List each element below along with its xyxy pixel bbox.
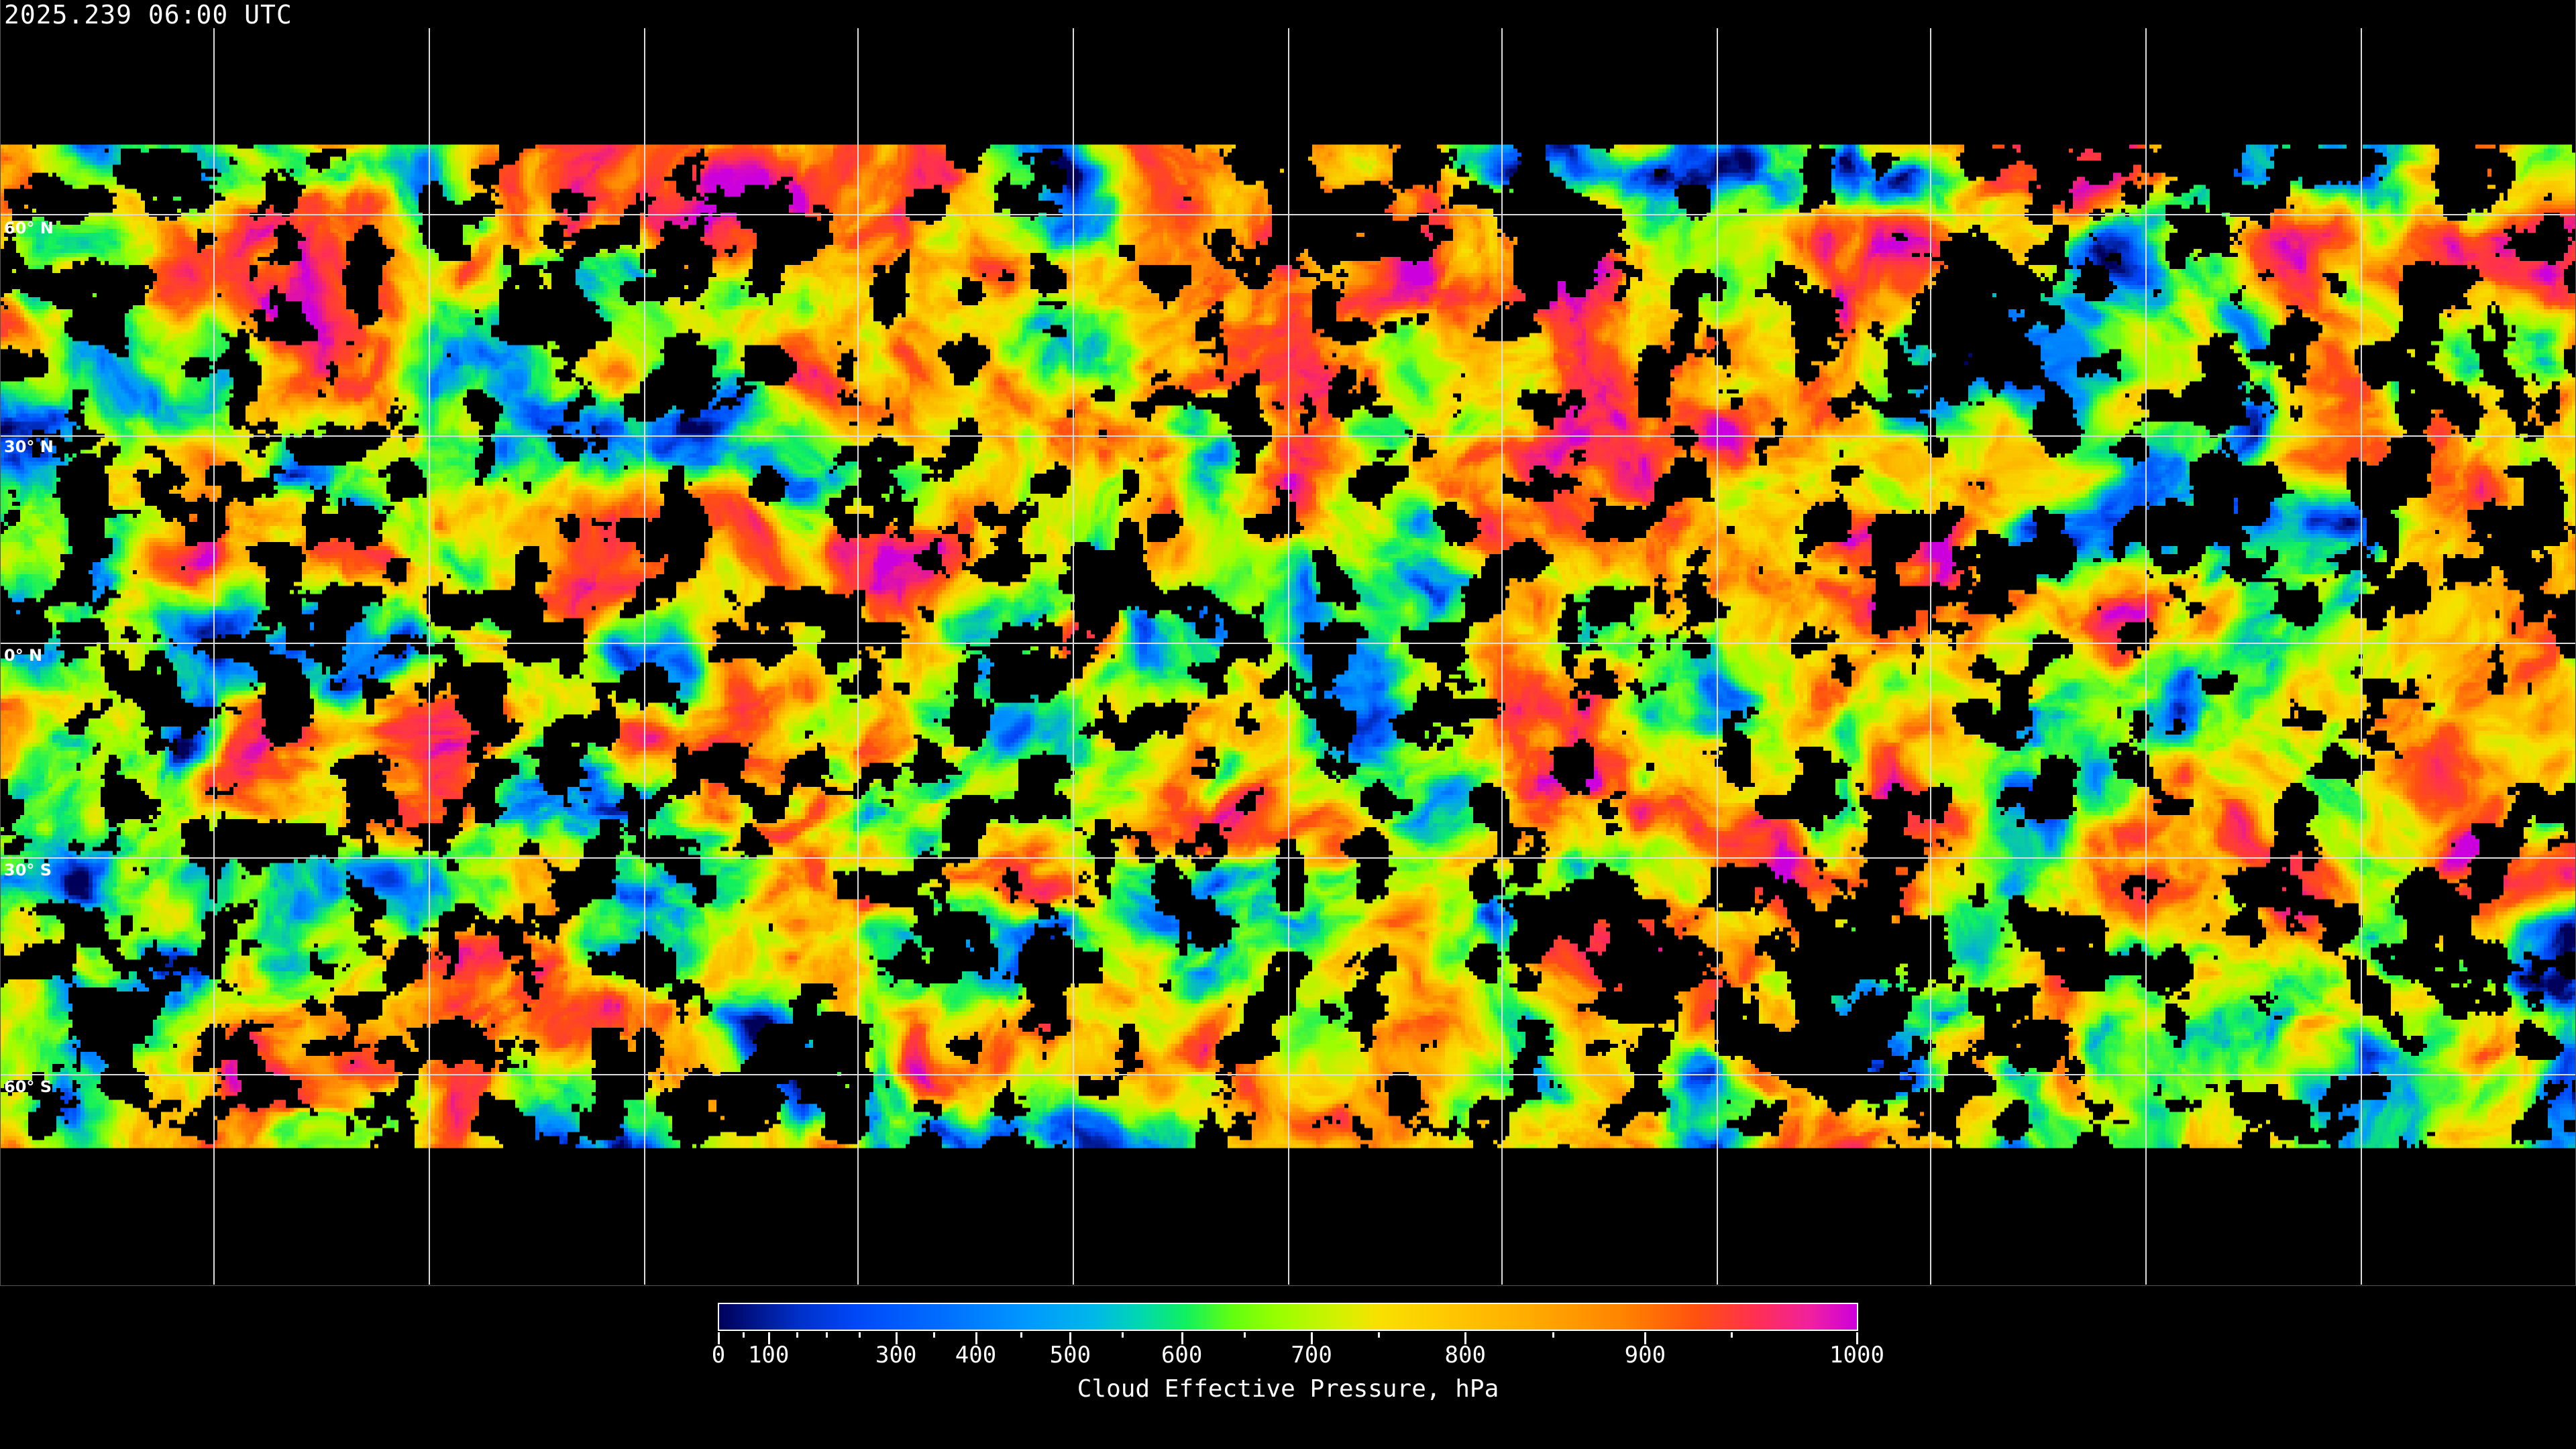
colorbar-minor-tick	[1731, 1332, 1733, 1338]
colorbar-tick-label: 800	[1444, 1342, 1486, 1368]
colorbar-minor-tick	[826, 1332, 828, 1338]
colorbar-major-tick	[1856, 1332, 1858, 1344]
colorbar-tick-label: 0	[711, 1342, 726, 1368]
parallel-line	[0, 214, 2576, 215]
timestamp: 2025.239 06:00 UTC	[4, 0, 292, 30]
meridian-line	[644, 28, 645, 1285]
lat-label-60s: 60° S	[4, 1077, 52, 1096]
colorbar-major-tick	[767, 1332, 770, 1344]
colorbar-minor-tick	[1020, 1332, 1023, 1338]
colorbar-minor-tick	[1122, 1332, 1124, 1338]
colorbar-major-tick	[1644, 1332, 1647, 1344]
colorbar-title: Cloud Effective Pressure, hPa	[1077, 1375, 1499, 1403]
parallel-line	[0, 435, 2576, 437]
colorbar-tick-label: 600	[1161, 1342, 1203, 1368]
meridian-line	[1930, 28, 1931, 1285]
colorbar-major-tick	[1181, 1332, 1183, 1344]
meridian-line	[429, 28, 430, 1285]
meridian-line	[1501, 28, 1503, 1285]
meridian-line	[213, 28, 215, 1285]
colorbar-minor-tick	[1244, 1332, 1246, 1338]
lat-label-30n: 30° N	[4, 437, 54, 456]
lat-label-30s: 30° S	[4, 861, 52, 879]
meridian-line	[1288, 28, 1289, 1285]
lat-label-0n: 0° N	[4, 646, 43, 665]
colorbar-tick-label: 400	[955, 1342, 997, 1368]
colorbar-tick-label: 1000	[1829, 1342, 1884, 1368]
colorbar-major-tick	[975, 1332, 977, 1344]
colorbar-major-tick	[1464, 1332, 1467, 1344]
colorbar-minor-tick	[743, 1332, 745, 1338]
colorbar-minor-tick	[859, 1332, 861, 1338]
colorbar-major-tick	[718, 1332, 720, 1344]
parallel-line	[0, 857, 2576, 859]
meridian-line	[1073, 28, 1074, 1285]
colorbar	[718, 1303, 1858, 1331]
colorbar-tick-label: 100	[747, 1342, 790, 1368]
parallel-line	[0, 643, 2576, 644]
meridian-line	[2145, 28, 2147, 1285]
colorbar-minor-tick	[796, 1332, 799, 1338]
colorbar-minor-tick	[1552, 1332, 1554, 1338]
colorbar-tick-label: 300	[875, 1342, 917, 1368]
meridian-line	[1717, 28, 1718, 1285]
colorbar-major-tick	[1311, 1332, 1313, 1344]
colorbar-tick-label: 900	[1624, 1342, 1666, 1368]
cloud-pressure-map: 60° N 30° N 0° N 30° S 60° S	[0, 0, 2576, 1285]
meridian-line	[2361, 28, 2362, 1285]
colorbar-major-tick	[1069, 1332, 1072, 1344]
colorbar-tick-label: 700	[1291, 1342, 1332, 1368]
lat-label-60n: 60° N	[4, 219, 54, 237]
colorbar-tick-label: 500	[1049, 1342, 1091, 1368]
meridian-line	[857, 28, 859, 1285]
colorbar-major-tick	[895, 1332, 898, 1344]
parallel-line	[0, 1074, 2576, 1075]
map-frame	[0, 0, 2576, 1286]
colorbar-minor-tick	[932, 1332, 935, 1338]
colorbar-minor-tick	[1378, 1332, 1381, 1338]
